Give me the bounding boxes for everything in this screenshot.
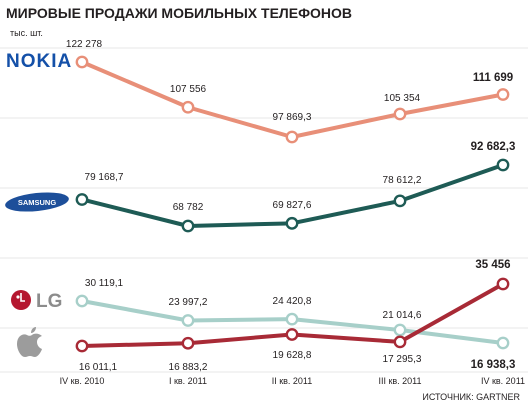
data-label-lg: 24 420,8 bbox=[273, 296, 312, 307]
x-tick-label: III кв. 2011 bbox=[378, 376, 421, 386]
x-tick-label: II кв. 2011 bbox=[272, 376, 313, 386]
chart-title: МИРОВЫЕ ПРОДАЖИ МОБИЛЬНЫХ ТЕЛЕФОНОВ bbox=[6, 5, 352, 21]
point-nokia bbox=[181, 100, 195, 114]
data-label-lg: 16 938,3 bbox=[471, 359, 516, 371]
point-apple bbox=[393, 335, 407, 349]
unit-label: тыс. шт. bbox=[10, 28, 43, 38]
nokia-logo-text: NOKIA bbox=[6, 51, 72, 72]
data-label-nokia: 107 556 bbox=[170, 84, 207, 95]
data-label-nokia: 97 869,3 bbox=[273, 112, 312, 123]
samsung-logo: SAMSUNG bbox=[5, 192, 69, 212]
lg-logo-text: LG bbox=[36, 291, 62, 312]
point-lg bbox=[393, 323, 407, 337]
data-label-samsung: 78 612,2 bbox=[383, 175, 422, 186]
lg-logo: LG bbox=[11, 290, 62, 312]
x-tick-label: IV кв. 2010 bbox=[60, 376, 105, 386]
point-apple bbox=[285, 328, 299, 341]
point-samsung bbox=[393, 194, 407, 208]
data-label-nokia: 111 699 bbox=[473, 72, 513, 84]
point-samsung bbox=[181, 219, 195, 233]
data-label-apple: 17 295,3 bbox=[383, 354, 422, 365]
data-label-samsung: 92 682,3 bbox=[471, 141, 516, 153]
point-lg bbox=[181, 314, 195, 327]
point-apple bbox=[75, 339, 89, 353]
data-label-lg: 30 119,1 bbox=[85, 278, 124, 289]
point-nokia bbox=[75, 55, 89, 69]
x-tick-label: IV кв. 2011 bbox=[481, 376, 525, 386]
series-line-nokia bbox=[80, 60, 505, 139]
series-markers bbox=[75, 55, 510, 353]
gridlines bbox=[0, 47, 528, 373]
series-line-samsung bbox=[80, 163, 505, 228]
samsung-logo-text: SAMSUNG bbox=[18, 198, 57, 207]
data-label-apple: 16 011,1 bbox=[79, 362, 118, 373]
point-nokia bbox=[393, 107, 407, 121]
data-labels: 122 278 107 556 97 869,3 105 354 111 699 79 1… bbox=[66, 39, 515, 373]
x-axis-ticks: IV кв. 2010 I кв. 2011 II кв. 2011 III кв. … bbox=[60, 376, 525, 386]
data-label-apple: 35 456 bbox=[475, 259, 510, 271]
point-samsung bbox=[285, 216, 299, 230]
data-label-apple: 16 883,2 bbox=[169, 362, 208, 373]
nokia-logo: NOKIA bbox=[6, 51, 72, 72]
point-nokia bbox=[285, 130, 299, 144]
data-label-nokia: 105 354 bbox=[384, 93, 421, 104]
data-label-samsung: 69 827,6 bbox=[273, 200, 312, 211]
x-tick-label: I кв. 2011 bbox=[169, 376, 207, 386]
point-nokia bbox=[496, 88, 510, 101]
data-label-samsung: 79 168,7 bbox=[85, 172, 124, 183]
data-label-apple: 19 628,8 bbox=[273, 350, 312, 361]
source-note: ИСТОЧНИК: GARTNER bbox=[422, 392, 520, 402]
data-label-lg: 21 014,6 bbox=[383, 310, 422, 321]
apple-logo-icon bbox=[17, 327, 42, 357]
data-label-samsung: 68 782 bbox=[173, 202, 204, 213]
point-apple bbox=[181, 336, 195, 350]
data-label-nokia: 122 278 bbox=[66, 39, 103, 50]
point-apple bbox=[496, 277, 510, 291]
point-lg bbox=[496, 336, 510, 350]
point-lg bbox=[75, 294, 89, 308]
data-label-lg: 23 997,2 bbox=[169, 297, 208, 308]
point-samsung bbox=[496, 158, 510, 172]
point-lg bbox=[285, 312, 299, 326]
point-samsung bbox=[75, 193, 89, 206]
